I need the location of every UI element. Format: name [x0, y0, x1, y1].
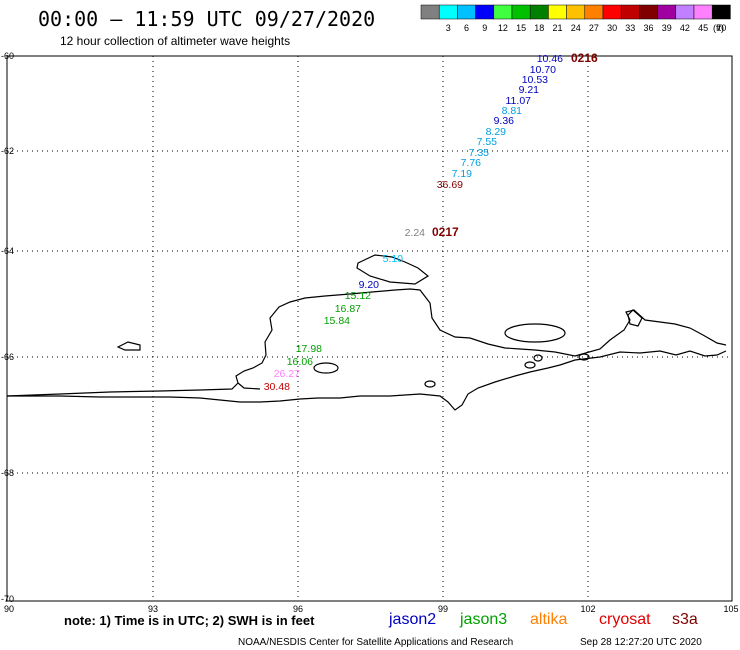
wave-height-value: 9.36: [494, 115, 515, 127]
colorbar-swatch: [620, 4, 640, 20]
wave-height-value: 7.35: [469, 147, 490, 159]
wave-height-value: 17.98: [296, 343, 322, 355]
wave-height-value: 11.07: [506, 95, 532, 107]
wave-height-value: 7.55: [477, 136, 498, 148]
lat-label: -70: [1, 594, 14, 604]
colorbar-tick-label: 33: [625, 23, 635, 33]
map-subtitle: 12 hour collection of altimeter wave hei…: [60, 34, 290, 48]
legend-jason3: jason3: [459, 611, 507, 628]
footer-note: note: 1) Time is in UTC; 2) SWH is in fe…: [64, 613, 315, 628]
colorbar-swatch: [693, 4, 713, 20]
colorbar-tick-label: 15: [516, 23, 526, 33]
wave-height-value: 8.29: [486, 126, 507, 138]
graticule: [7, 56, 732, 601]
wave-height-value: 10.46: [537, 53, 563, 65]
colorbar-swatch: [420, 4, 440, 20]
wave-height-value: 5.10: [383, 253, 404, 265]
colorbar-swatch: [602, 4, 622, 20]
lon-label: 99: [438, 604, 448, 614]
legend-cryosat: cryosat: [599, 611, 651, 628]
colorbar-unit: (ft): [713, 23, 724, 33]
colorbar-swatch: [438, 4, 458, 20]
colorbar-swatch: [675, 4, 695, 20]
colorbar-tick-label: 45: [698, 23, 708, 33]
colorbar-swatch: [529, 4, 549, 20]
lat-label: -60: [1, 51, 14, 61]
colorbar-tick-label: 70: [716, 23, 726, 33]
lat-label: -62: [1, 146, 14, 156]
colorbar-tick-label: 30: [607, 23, 617, 33]
wave-height-value: 10.70: [530, 64, 556, 76]
colorbar-swatch: [457, 4, 476, 20]
lat-label: -66: [1, 352, 14, 362]
colorbar-swatch: [711, 4, 731, 20]
wave-height-value: 36.69: [437, 179, 463, 191]
pass-time-label: 0217: [432, 225, 459, 239]
colorbar-swatch: [566, 4, 586, 20]
legend-s3a: s3a: [672, 611, 698, 628]
map-title: 00:00 — 11:59 UTC 09/27/2020: [38, 7, 375, 31]
colorbar-swatch: [511, 4, 531, 20]
wave-height-value: 16.06: [287, 356, 313, 368]
wave-height-observations: 10.46 10.70 10.53 9.21 11.07 8.81 9.36 8…: [264, 53, 563, 393]
wave-height-value: 15.84: [324, 315, 350, 327]
colorbar-tick-label: 9: [482, 23, 487, 33]
timestamp: Sep 28 12:27:20 UTC 2020: [580, 637, 702, 648]
colorbar-tick-label: 6: [464, 23, 469, 33]
lon-label: 93: [148, 604, 158, 614]
lon-label: 105: [723, 604, 738, 614]
lon-label: 96: [293, 604, 303, 614]
coastline: [6, 254, 727, 411]
colorbar-tick-label: 39: [662, 23, 672, 33]
legend-jason2: jason2: [388, 611, 436, 628]
pass-time-label: 0216: [571, 51, 598, 65]
colorbar-tick-label: 3: [446, 23, 451, 33]
wave-height-value: 30.48: [264, 381, 290, 393]
colorbar-swatch: [657, 4, 677, 20]
lat-label: -64: [1, 246, 14, 256]
credit-line: NOAA/NESDIS Center for Satellite Applica…: [238, 637, 513, 648]
map-frame: [6, 55, 733, 602]
wave-height-value: 7.19: [452, 168, 473, 180]
colorbar-swatch: [493, 4, 513, 20]
lat-label: -68: [1, 468, 14, 478]
colorbar-swatch: [639, 4, 658, 20]
colorbar-tick-label: 42: [680, 23, 690, 33]
wave-height-value: 2.24: [405, 227, 426, 239]
colorbar-tick-label: 36: [643, 23, 653, 33]
lon-label: 102: [580, 604, 595, 614]
colorbar-swatch: [475, 4, 495, 20]
wave-height-value: 15.12: [345, 290, 371, 302]
colorbar-tick-label: 12: [498, 23, 508, 33]
colorbar-tick-label: 24: [571, 23, 581, 33]
legend-altika: altika: [530, 611, 567, 628]
wave-height-value: 16.87: [335, 303, 361, 315]
wave-height-value: 26.27: [274, 368, 300, 380]
wave-height-value: 9.20: [359, 279, 380, 291]
colorbar-swatch: [548, 4, 567, 20]
lon-label: 90: [4, 604, 14, 614]
colorbar-tick-label: 27: [589, 23, 599, 33]
wave-height-colorbar: 3 6 9 12 15 18 21 24 27 30 33 36 39 42 45 70: [420, 4, 731, 33]
wave-height-value: 7.76: [461, 157, 482, 169]
wave-height-value: 10.53: [522, 74, 548, 86]
colorbar-tick-label: 21: [552, 23, 562, 33]
colorbar-swatch: [584, 4, 604, 20]
colorbar-tick-label: 18: [534, 23, 544, 33]
wave-height-value: 8.81: [502, 105, 523, 117]
wave-height-value: 9.21: [519, 84, 540, 96]
